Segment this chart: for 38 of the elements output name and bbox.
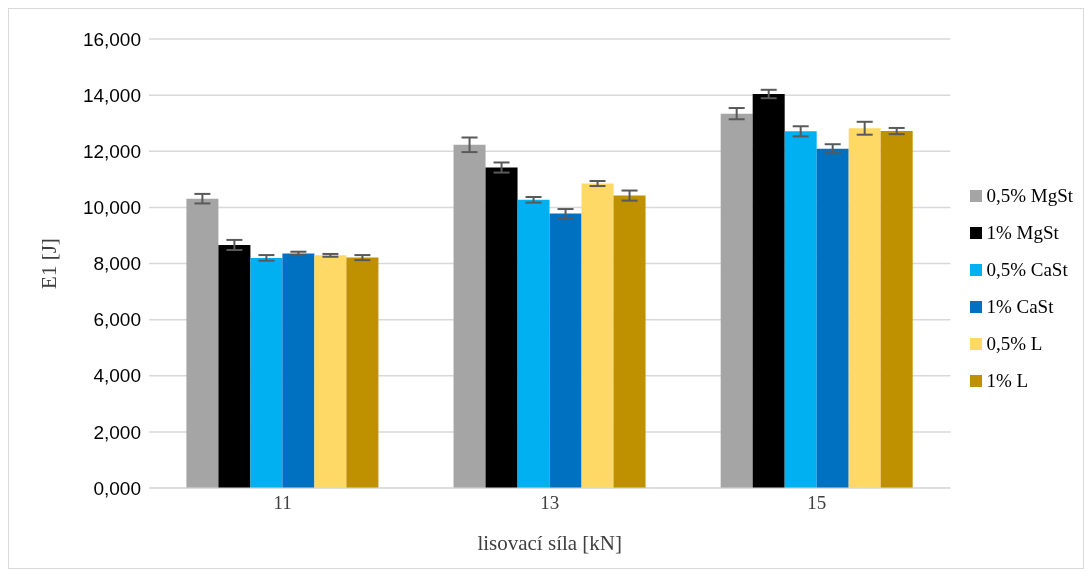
bar [880,131,913,488]
bar [346,257,379,488]
legend-label: 0,5% MgSt [986,185,1073,207]
bar [784,131,817,488]
bar [453,144,486,488]
bar [485,167,518,488]
bar [250,257,283,488]
bar [549,213,582,488]
bar [314,255,347,488]
y-tick-label: 2,000 [93,421,141,443]
bar [752,94,785,488]
legend-label: 1% L [986,370,1029,392]
y-tick-label: 12,000 [82,140,141,162]
bar [816,148,849,488]
y-tick-label: 6,000 [93,309,141,331]
x-tick-label: 15 [807,492,827,514]
y-axis-title: E1 [J] [37,238,62,289]
y-tick-label: 0,000 [93,477,141,499]
bar [720,113,753,488]
bar [186,198,219,488]
legend-label: 1% CaSt [986,296,1054,318]
legend-label: 0,5% L [986,333,1043,355]
bar [517,199,550,488]
bar [848,128,881,488]
x-tick-label: 11 [273,492,292,514]
bar [282,253,315,488]
y-tick-label: 4,000 [93,365,141,387]
y-tick-label: 8,000 [93,253,141,275]
bar [581,183,614,488]
x-axis-title: lisovací síla [kN] [477,531,623,555]
y-tick-label: 10,000 [82,197,141,219]
legend-label: 1% MgSt [986,222,1059,244]
y-tick-label: 16,000 [82,28,141,50]
bar [613,195,646,488]
x-tick-label: 13 [540,492,560,514]
y-tick-label: 14,000 [82,84,141,106]
bar [218,244,251,488]
legend-label: 0,5% CaSt [986,259,1068,281]
